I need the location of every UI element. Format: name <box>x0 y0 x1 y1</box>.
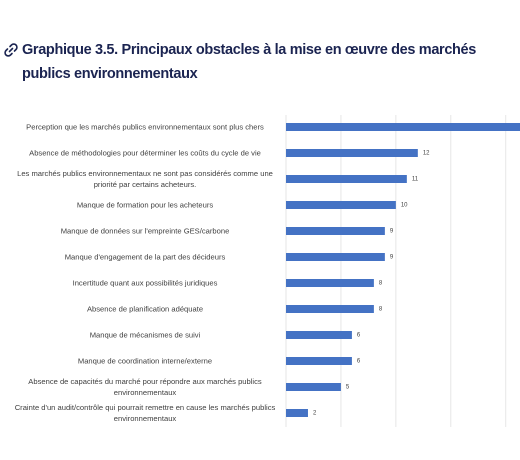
bar <box>286 331 352 339</box>
bar <box>286 175 407 183</box>
value-label: 10 <box>401 203 408 209</box>
value-label: 8 <box>379 307 383 313</box>
value-label: 2 <box>313 411 317 417</box>
bar <box>286 383 341 391</box>
value-label: 9 <box>390 255 394 261</box>
bar <box>286 279 374 287</box>
value-label: 8 <box>379 281 383 287</box>
bar <box>286 305 374 313</box>
category-label: Manque d'engagement de la part des décid… <box>64 252 226 262</box>
category-label: Manque de coordination interne/externe <box>77 356 213 366</box>
chart-title: Graphique 3.5. Principaux obstacles à la… <box>22 42 476 82</box>
value-label: 5 <box>346 385 350 391</box>
bar <box>286 253 385 261</box>
bar <box>286 123 520 131</box>
bar <box>286 357 352 365</box>
value-label: 6 <box>357 359 361 365</box>
category-label: Absence de planification adéquate <box>86 304 204 314</box>
bar <box>286 201 396 209</box>
value-label: 9 <box>390 229 394 235</box>
category-label: Perception que les marchés publics envir… <box>26 122 264 132</box>
category-label: Absence de capacités du marché pour répo… <box>28 377 262 397</box>
category-label: Manque de formation pour les acheteurs <box>76 200 214 210</box>
bar <box>286 149 418 157</box>
category-label: Absence de méthodologies pour déterminer… <box>29 148 261 158</box>
category-label: Manque de mécanismes de suivi <box>89 330 201 340</box>
category-label: Les marchés publics environnementaux ne … <box>17 169 273 189</box>
value-label: 12 <box>423 151 430 157</box>
category-label: Crainte d'un audit/contrôle qui pourrait… <box>14 403 276 423</box>
link-icon[interactable] <box>3 42 19 58</box>
bar <box>286 227 385 235</box>
category-label: Manque de données sur l'empreinte GES/ca… <box>60 226 230 236</box>
value-label: 6 <box>357 333 361 339</box>
category-label: Incertitude quant aux possibilités jurid… <box>72 278 218 288</box>
bar <box>286 409 308 417</box>
value-label: 11 <box>412 177 419 183</box>
